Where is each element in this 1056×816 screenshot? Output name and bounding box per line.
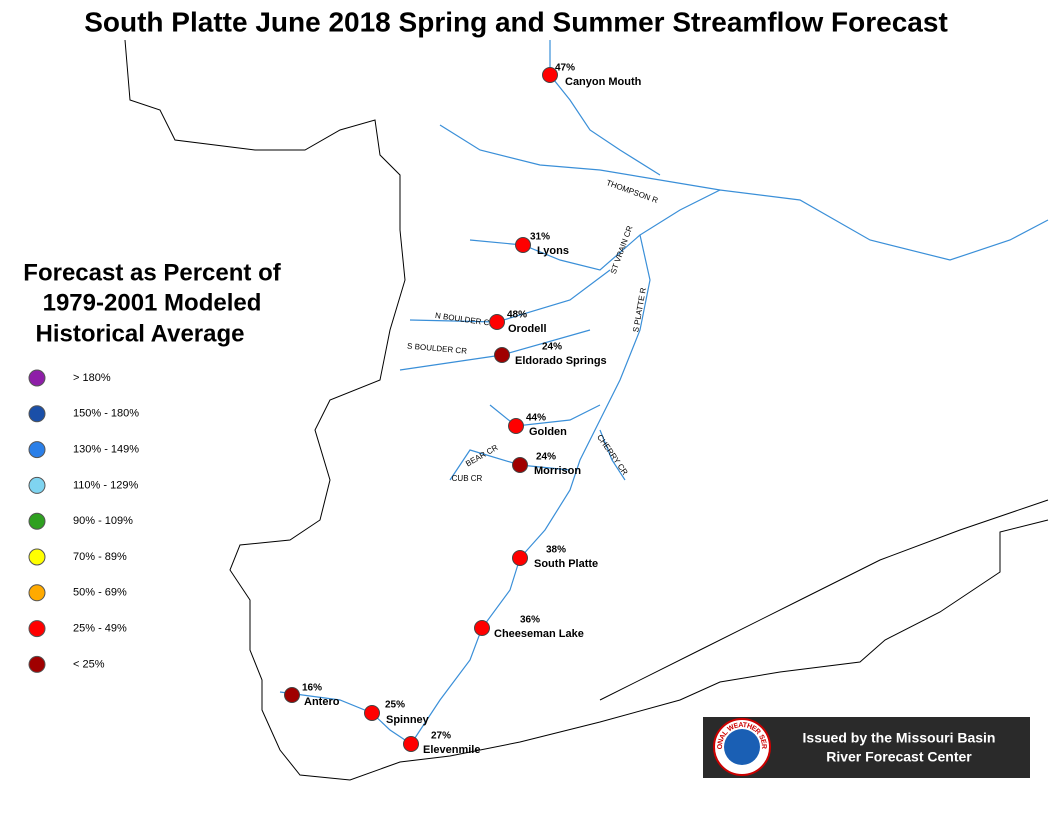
station-marker	[508, 418, 524, 434]
legend-swatch	[28, 512, 46, 530]
legend-swatch	[28, 584, 46, 602]
legend-title: Forecast as Percent of	[23, 259, 281, 286]
station-percent: 48%	[507, 310, 527, 321]
station-percent: 47%	[555, 63, 575, 74]
station-marker	[364, 705, 380, 721]
river-label: CUB CR	[452, 474, 483, 483]
station-name: Eldorado Springs	[515, 355, 607, 367]
station-marker	[284, 687, 300, 703]
station-percent: 16%	[302, 683, 322, 694]
river	[409, 269, 611, 323]
station-name: Antero	[304, 696, 340, 708]
station-marker	[542, 67, 558, 83]
legend-label: 150% - 180%	[73, 408, 139, 420]
legend-label: 70% - 89%	[73, 551, 127, 563]
station-name: Lyons	[537, 245, 569, 257]
station-marker	[494, 347, 510, 363]
footer-text: River Forecast Center	[826, 749, 972, 765]
station-percent: 36%	[520, 615, 540, 626]
legend-swatch	[28, 405, 46, 423]
legend-label: 90% - 109%	[73, 515, 133, 527]
station-percent: 25%	[385, 700, 405, 711]
river	[599, 429, 626, 481]
station-percent: 24%	[542, 342, 562, 353]
legend-label: 130% - 149%	[73, 444, 139, 456]
station-percent: 38%	[546, 545, 566, 556]
station-marker	[489, 314, 505, 330]
legend-swatch	[28, 476, 46, 494]
river	[489, 404, 601, 427]
basin-boundary	[124, 39, 1049, 781]
station-name: Elevenmile	[423, 744, 480, 756]
map-title: South Platte June 2018 Spring and Summer…	[84, 6, 948, 37]
legend-label: 25% - 49%	[73, 623, 127, 635]
legend-swatch	[28, 548, 46, 566]
station-name: Orodell	[508, 323, 547, 335]
station-marker	[515, 237, 531, 253]
station-percent: 31%	[530, 232, 550, 243]
station-marker	[512, 550, 528, 566]
station-marker	[403, 736, 419, 752]
station-percent: 44%	[526, 413, 546, 424]
basin-boundary	[599, 499, 1049, 701]
station-marker	[474, 620, 490, 636]
legend-swatch	[28, 369, 46, 387]
legend-label: < 25%	[73, 658, 105, 670]
station-name: Canyon Mouth	[565, 76, 642, 88]
station-percent: 27%	[431, 731, 451, 742]
station-marker	[512, 457, 528, 473]
legend-title: 1979-2001 Modeled	[43, 289, 262, 316]
station-name: South Platte	[534, 558, 598, 570]
station-name: Golden	[529, 426, 567, 438]
legend-label: > 180%	[73, 372, 111, 384]
legend-swatch	[28, 441, 46, 459]
station-name: Morrison	[534, 465, 581, 477]
legend-swatch	[28, 620, 46, 638]
legend-title: Historical Average	[36, 320, 245, 347]
river	[449, 449, 571, 481]
legend-label: 50% - 69%	[73, 587, 127, 599]
station-name: Cheeseman Lake	[494, 628, 584, 640]
footer-text: Issued by the Missouri Basin	[803, 730, 996, 746]
river	[410, 189, 1049, 745]
legend-swatch	[28, 655, 46, 673]
nws-logo-center	[724, 729, 760, 765]
river	[469, 234, 641, 271]
station-name: Spinney	[386, 714, 430, 726]
legend-label: 110% - 129%	[73, 479, 138, 491]
station-percent: 24%	[536, 452, 556, 463]
river	[439, 124, 721, 191]
